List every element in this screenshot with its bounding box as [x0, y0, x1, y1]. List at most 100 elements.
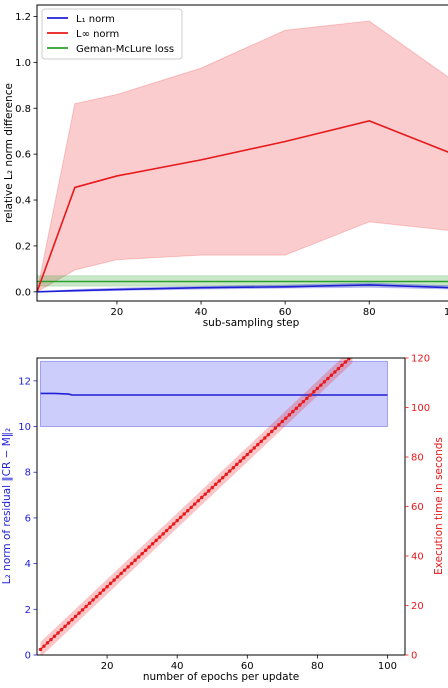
data-point: [249, 449, 253, 453]
data-point: [298, 403, 302, 407]
left-y-tick-label: 12: [18, 376, 31, 387]
data-point: [52, 634, 57, 638]
y-tick-label: 1.2: [15, 12, 31, 23]
data-point: [231, 466, 235, 470]
data-point: [280, 419, 285, 424]
right-y-tick-label: 60: [411, 502, 424, 513]
data-point: [228, 469, 232, 473]
x-tick-label: 60: [241, 661, 254, 672]
x-tick-label: 80: [363, 307, 376, 318]
data-point: [207, 489, 211, 493]
right-y-tick-label: 80: [411, 453, 424, 464]
data-point: [161, 532, 165, 536]
data-point: [284, 416, 288, 420]
data-point: [287, 413, 292, 417]
data-point: [270, 429, 274, 434]
series-line-residual: [40, 392, 388, 396]
left-y-tick-label: 2: [25, 605, 31, 616]
legend-label-linf: L∞ norm: [76, 29, 119, 40]
data-point: [196, 499, 200, 503]
data-point: [266, 433, 271, 437]
chart-2-x-label: number of epochs per update: [143, 671, 299, 683]
data-point: [63, 624, 67, 629]
data-point: [77, 611, 81, 615]
data-point: [203, 492, 207, 496]
x-tick-label: 80: [311, 661, 324, 672]
right-y-tick-label: 40: [411, 552, 424, 563]
data-point: [80, 608, 85, 612]
data-point: [224, 472, 228, 477]
left-y-tick-label: 4: [25, 559, 31, 570]
data-point: [91, 598, 95, 602]
right-y-tick-label: 0: [411, 651, 417, 662]
data-point: [157, 535, 162, 539]
x-tick-label: 100: [378, 661, 397, 672]
x-tick-label: 40: [195, 307, 208, 318]
right-y-tick-label: 20: [411, 601, 424, 612]
data-point: [305, 396, 309, 401]
y-tick-label: 0.2: [15, 241, 31, 252]
data-point: [178, 515, 183, 520]
data-point: [340, 363, 344, 368]
data-point: [133, 558, 137, 562]
data-point: [347, 358, 351, 361]
data-point: [273, 426, 278, 430]
data-point: [294, 406, 299, 410]
data-point: [42, 644, 46, 648]
chart-2-x-ticks: 20 40 60 80 100: [101, 655, 397, 672]
data-point: [87, 601, 92, 605]
data-point: [322, 380, 327, 384]
right-y-tick-label: 120: [411, 354, 430, 365]
data-point: [238, 459, 242, 463]
data-point: [214, 482, 218, 486]
chart-1: 20 40 60 80 100 0.0 0.2 0.4 0.6 0.8 1.0 1.2 sub-sa…: [3, 4, 448, 329]
chart-2-left-ticks: 0 2 4 6 8 10 12: [18, 376, 37, 662]
data-point: [168, 525, 172, 529]
data-point: [326, 376, 330, 381]
data-point: [73, 614, 78, 619]
y-tick-label: 0.0: [15, 287, 31, 298]
left-y-tick-label: 8: [25, 468, 31, 479]
data-point: [126, 565, 130, 569]
data-point: [291, 409, 295, 414]
chart-2-left-label: L₂ norm of residual ‖CR − M‖₂: [1, 428, 13, 584]
chart-2-right-ticks: 0 20 40 60 80 100 120: [405, 354, 430, 662]
chart-1-y-label: relative L₂ norm difference: [3, 83, 15, 223]
legend-label-l1: L₁ norm: [76, 14, 115, 25]
data-point: [49, 637, 53, 642]
data-point: [129, 561, 134, 566]
legend-label-geman: Geman-McLure loss: [76, 44, 174, 55]
data-point: [186, 508, 190, 513]
left-y-tick-label: 0: [25, 651, 31, 662]
data-point: [221, 475, 225, 480]
data-point: [45, 641, 50, 645]
data-point: [112, 578, 116, 582]
data-point: [143, 548, 148, 553]
series-line-linf: [37, 120, 448, 293]
data-point: [122, 568, 127, 572]
data-point: [150, 542, 155, 546]
chart-2-bands: [40, 358, 388, 655]
chart-1-y-ticks: 0.0 0.2 0.4 0.6 0.8 1.0 1.2: [15, 12, 37, 298]
data-point: [115, 575, 120, 579]
chart-1-bands: [37, 20, 448, 293]
data-point: [256, 442, 260, 447]
y-tick-label: 0.4: [15, 196, 31, 207]
data-point: [84, 604, 88, 609]
data-point: [200, 495, 204, 500]
chart-1-x-ticks: 20 40 60 80 100: [111, 301, 448, 318]
data-point: [333, 370, 337, 374]
data-point: [98, 591, 102, 595]
left-y-tick-label: 10: [18, 422, 31, 433]
data-point: [210, 485, 214, 490]
data-point: [319, 383, 323, 387]
x-tick-label: 100: [444, 307, 448, 318]
chart-1-legend: L₁ norm L∞ norm Geman-McLure loss: [41, 8, 183, 60]
x-tick-label: 40: [171, 661, 184, 672]
data-point: [59, 627, 64, 632]
data-point: [105, 584, 109, 589]
chart-1-x-label: sub-sampling step: [203, 317, 300, 329]
chart-1-frame: [36, 4, 448, 302]
chart-1-lines: [37, 120, 448, 293]
data-point: [336, 366, 341, 371]
